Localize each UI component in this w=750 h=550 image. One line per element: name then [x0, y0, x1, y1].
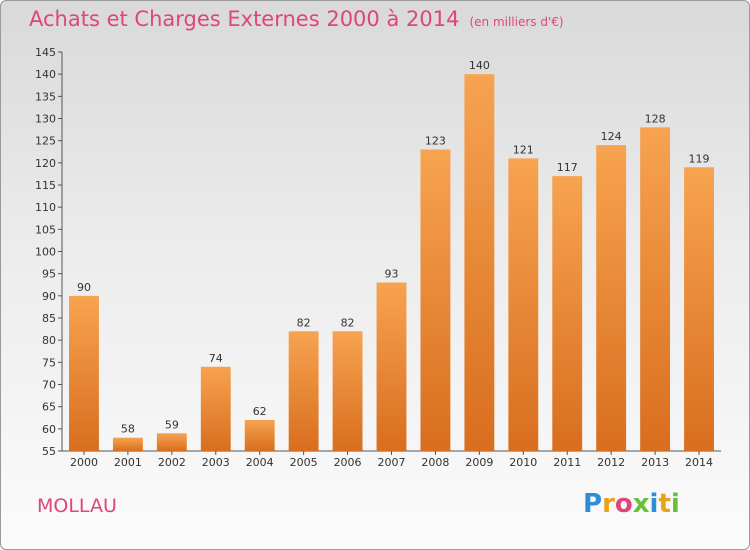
bar-2005: [288, 331, 319, 451]
chart-subtitle: (en milliers d'€): [469, 15, 564, 29]
bar-2014: [684, 167, 714, 451]
y-tick-label: 130: [35, 113, 56, 126]
y-tick-label: 105: [35, 223, 56, 236]
value-label-2003: 74: [209, 352, 223, 365]
y-tick-label: 135: [35, 90, 56, 103]
y-tick-label: 125: [35, 135, 56, 148]
value-label-2004: 62: [253, 405, 267, 418]
y-tick-label: 65: [42, 401, 56, 414]
bar-2002: [156, 433, 187, 451]
y-tick-label: 110: [35, 201, 56, 214]
y-tick-label: 70: [42, 379, 56, 392]
y-tick-label: 145: [35, 46, 56, 59]
bar-2013: [640, 127, 671, 451]
value-label-2008: 123: [425, 135, 446, 148]
proxiti-logo[interactable]: Proxiti: [583, 489, 680, 519]
bars: [69, 74, 714, 452]
logo-letter: P: [583, 489, 603, 519]
x-tick-label-2014: 2014: [685, 456, 713, 469]
bar-2008: [420, 149, 451, 452]
y-tick-label: 85: [42, 312, 56, 325]
x-tick-label-2010: 2010: [509, 456, 537, 469]
x-tick-label-2003: 2003: [202, 456, 230, 469]
value-label-2009: 140: [469, 59, 490, 72]
bar-2012: [596, 145, 627, 451]
value-label-2005: 82: [297, 316, 311, 329]
logo-letter: o: [614, 489, 633, 519]
logo-letter: i: [670, 489, 680, 519]
y-tick-labels: 55 60 65 70 75 80 85 90 95 100 105 110 115 120 125 130 1…: [35, 46, 56, 458]
x-tick-label-2013: 2013: [641, 456, 669, 469]
value-label-2012: 124: [601, 130, 622, 143]
y-tick-label: 60: [42, 423, 56, 436]
x-tick-label-2011: 2011: [553, 456, 581, 469]
x-tick-label-2009: 2009: [465, 456, 493, 469]
chart-title: Achats et Charges Externes 2000 à 2014 (e…: [29, 7, 564, 31]
y-tick-label: 140: [35, 68, 56, 81]
logo-letter: x: [632, 489, 650, 519]
value-label-2014: 119: [689, 152, 710, 165]
x-tick-label-2001: 2001: [114, 456, 142, 469]
value-label-2007: 93: [385, 268, 399, 281]
y-tick-label: 115: [35, 179, 56, 192]
x-tick-label-2002: 2002: [158, 456, 186, 469]
x-tick-label-2012: 2012: [597, 456, 625, 469]
place-name: MOLLAU: [37, 495, 117, 517]
value-label-2002: 59: [165, 418, 179, 431]
logo-letter: r: [602, 489, 615, 519]
x-tick-labels: 2000 2001 2002 2003 2004 2005 2006 2007 2008 2009…: [70, 456, 713, 469]
logo-letter: t: [658, 489, 671, 519]
bar-2009: [464, 74, 495, 452]
y-tick-label: 90: [42, 290, 56, 303]
y-tick-label: 120: [35, 157, 56, 170]
x-tick-label-2000: 2000: [70, 456, 98, 469]
y-tick-label: 95: [42, 268, 56, 281]
y-tick-label: 80: [42, 334, 56, 347]
value-label-2010: 121: [513, 143, 534, 156]
value-labels: 90 58 59 74 62 82 82 93 123 140 121 117 124 128 119: [77, 59, 710, 436]
value-label-2001: 58: [121, 423, 135, 436]
bar-2010: [508, 158, 539, 451]
bar-2001: [112, 437, 143, 451]
bar-2000: [69, 295, 99, 451]
y-tick-label: 55: [42, 445, 56, 458]
title-text: Achats et Charges Externes 2000 à 2014: [29, 7, 460, 31]
x-tick-label-2006: 2006: [334, 456, 362, 469]
x-tick-label-2005: 2005: [290, 456, 318, 469]
x-tick-label-2008: 2008: [421, 456, 449, 469]
value-label-2006: 82: [341, 316, 355, 329]
logo-letter: i: [649, 489, 659, 519]
value-label-2011: 117: [557, 161, 578, 174]
bar-2004: [244, 419, 275, 451]
x-tick-label-2007: 2007: [378, 456, 406, 469]
bar-2011: [552, 176, 583, 451]
value-label-2000: 90: [77, 281, 91, 294]
bar-2003: [200, 366, 231, 451]
bar-2006: [332, 331, 363, 451]
y-tick-label: 75: [42, 356, 56, 369]
value-label-2013: 128: [645, 112, 666, 125]
bar-2007: [376, 282, 407, 451]
x-tick-label-2004: 2004: [246, 456, 274, 469]
y-tick-label: 100: [35, 246, 56, 259]
